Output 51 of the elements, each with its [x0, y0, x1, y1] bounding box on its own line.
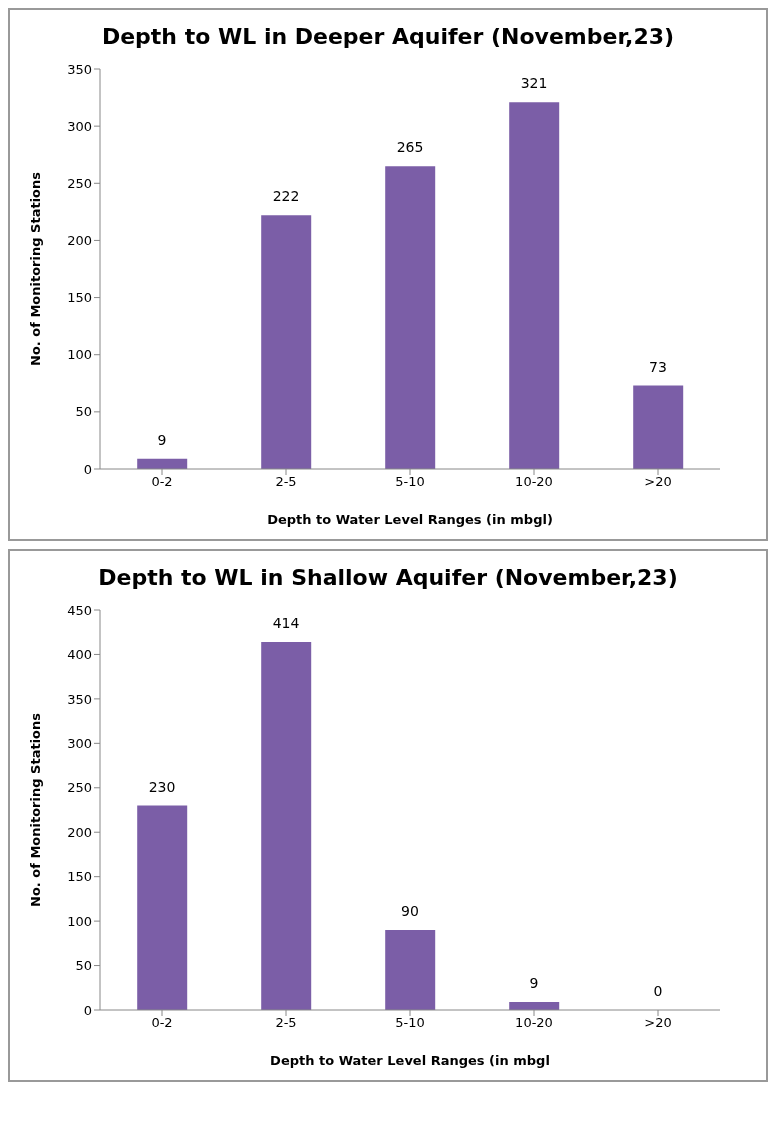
y-tick-label: 350 — [67, 691, 92, 707]
data-label: 90 — [401, 903, 419, 919]
data-label: 265 — [396, 139, 424, 156]
x-axis-title: Depth to Water Level Ranges (in mbgl) — [267, 512, 553, 527]
y-tick-label: 300 — [67, 735, 92, 751]
y-tick-label: 100 — [67, 913, 92, 929]
y-tick-label: 300 — [67, 118, 92, 134]
chart-title: Depth to WL in Shallow Aquifer (November,23) — [97, 565, 679, 590]
y-tick-label: 150 — [67, 869, 92, 885]
bar — [633, 385, 684, 469]
x-axis-title: Depth to Water Level Ranges (in mbgl — [270, 1053, 550, 1068]
y-tick-label: 150 — [67, 290, 92, 306]
data-label: 73 — [649, 358, 667, 375]
y-tick-label: 250 — [67, 780, 92, 796]
y-tick-label: 100 — [67, 347, 92, 363]
x-tick-label: 2-5 — [275, 474, 297, 490]
data-label: 9 — [529, 975, 539, 991]
data-label: 222 — [272, 188, 300, 205]
y-tick-label: 450 — [67, 602, 92, 618]
y-tick-label: 50 — [75, 404, 92, 420]
bar — [385, 166, 436, 469]
y-tick-label: 0 — [83, 1002, 92, 1018]
x-tick-label: >20 — [644, 1015, 672, 1031]
x-tick-label: 0-2 — [151, 474, 173, 490]
y-tick-label: 200 — [67, 233, 92, 249]
chart-title: Depth to WL in Deeper Aquifer (November,23) — [100, 24, 676, 49]
x-tick-label: 2-5 — [275, 1015, 297, 1031]
x-tick-label: 10-20 — [515, 1015, 553, 1031]
x-tick-label: 5-10 — [395, 1015, 425, 1031]
y-tick-label: 50 — [75, 958, 92, 974]
data-label: 0 — [653, 983, 663, 999]
y-axis-title: No. of Monitoring Stations — [27, 712, 43, 908]
y-tick-label: 350 — [67, 61, 92, 77]
y-tick-label: 200 — [67, 824, 92, 840]
data-label: 230 — [148, 778, 176, 795]
bar — [261, 642, 312, 1010]
data-label: 414 — [272, 615, 300, 631]
bar — [137, 805, 188, 1010]
bar — [509, 102, 560, 469]
x-tick-label: 5-10 — [395, 474, 425, 490]
x-tick-label: >20 — [644, 474, 672, 490]
bar — [261, 215, 312, 469]
y-tick-label: 400 — [67, 647, 92, 663]
bar — [385, 930, 436, 1010]
y-axis-title: No. of Monitoring Stations — [27, 171, 43, 367]
data-label: 9 — [157, 431, 167, 448]
data-label: 321 — [520, 75, 548, 92]
x-tick-label: 10-20 — [515, 474, 553, 490]
x-tick-label: 0-2 — [151, 1015, 173, 1031]
y-tick-label: 250 — [67, 175, 92, 191]
y-tick-label: 0 — [83, 461, 92, 477]
